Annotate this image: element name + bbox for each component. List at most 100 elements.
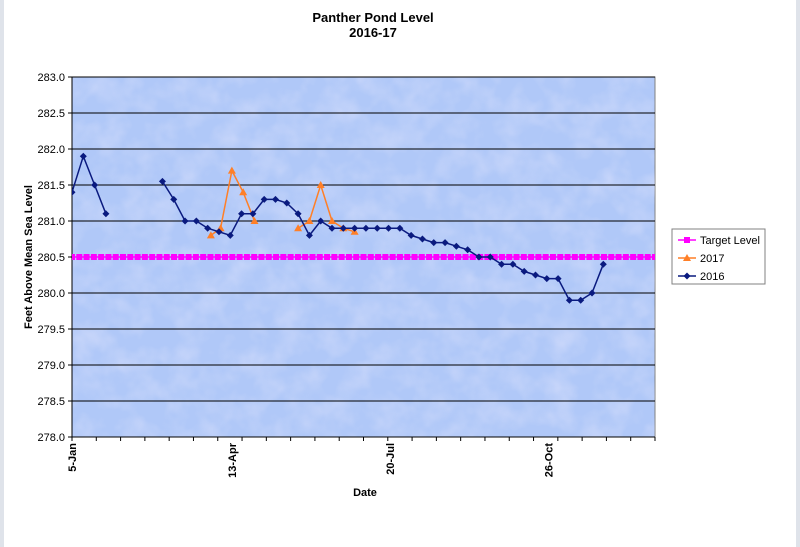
data-point [192,217,200,225]
series-2016 [72,152,607,304]
series-layer [72,152,655,304]
data-point [630,254,637,260]
data-point [389,254,396,260]
data-point [353,254,360,260]
data-point [564,254,571,260]
y-axis: 278.0 278.5 279.0 279.5 280.0 280.5 281.0 281.5… [37,72,72,444]
data-point [271,195,279,203]
y-axis-title: Feet Above Mean Sea Level [23,185,35,329]
data-point [579,254,586,260]
data-point [339,224,347,232]
data-point [441,239,449,247]
data-point [226,231,234,239]
data-point [324,254,331,260]
data-point [178,254,185,260]
data-point [181,217,189,225]
data-point [250,217,259,224]
data-point [464,246,472,254]
data-point [287,254,294,260]
data-point [331,254,338,260]
series-line [72,153,107,215]
data-point [367,254,374,260]
data-point [469,254,476,260]
data-point [316,254,323,260]
legend: Target Level 2017 2016 [671,228,766,285]
data-point [608,254,615,260]
data-point [90,254,97,260]
legend-marker [683,272,691,280]
y-tick-label: 279.5 [37,324,65,336]
data-point [156,254,163,260]
data-point [112,254,119,260]
legend-marker [684,237,690,243]
data-point [498,254,505,260]
data-point [98,254,105,260]
data-point [265,254,272,260]
data-point [362,224,370,232]
data-point [652,254,655,260]
data-point [260,195,268,203]
legend-label: 2016 [700,271,724,283]
data-point [535,254,542,260]
data-point [396,224,404,232]
data-point [305,231,313,239]
data-point [455,254,462,260]
legend-entry: 2017 [678,253,724,265]
legend-label: Target Level [700,235,760,247]
data-point [72,254,75,260]
data-point [170,195,178,203]
data-point [486,253,494,261]
data-point [531,271,539,279]
y-tick-label: 282.5 [37,108,65,120]
data-point [294,254,301,260]
data-point [360,254,367,260]
data-point [644,254,651,260]
data-point [411,254,418,260]
data-point [294,210,302,218]
data-point [520,254,527,260]
data-point [433,254,440,260]
data-point [238,210,246,218]
window-left-edge [0,0,4,547]
y-tick-label: 279.0 [37,360,65,372]
data-point [273,254,280,260]
data-point [163,254,170,260]
data-point [302,254,309,260]
data-point [141,254,148,260]
data-point [599,260,607,268]
legend-label: 2017 [700,253,724,265]
data-point [407,231,415,239]
data-point [79,152,87,160]
data-point [506,254,513,260]
data-point [622,254,629,260]
y-tick-label: 278.0 [37,432,65,444]
data-point [382,254,389,260]
data-point [243,254,250,260]
data-point [475,253,483,261]
data-point [345,254,352,260]
data-point [338,254,345,260]
data-point [549,254,556,260]
data-point [72,188,76,196]
data-point [305,217,314,224]
data-point [200,254,207,260]
data-point [215,228,223,236]
data-point [418,235,426,243]
data-point [127,254,134,260]
data-point [229,254,236,260]
data-point [76,254,83,260]
data-point [83,254,90,260]
window-right-edge [796,0,800,547]
data-point [542,254,549,260]
data-point [557,254,564,260]
data-point [317,217,325,225]
data-point [615,254,622,260]
data-point [462,254,469,260]
data-point [513,254,520,260]
data-point [222,254,229,260]
data-point [375,254,382,260]
y-tick-label: 278.5 [37,396,65,408]
data-point [102,210,110,218]
data-point [239,188,248,196]
chart-title: Panther Pond Level [312,10,433,25]
